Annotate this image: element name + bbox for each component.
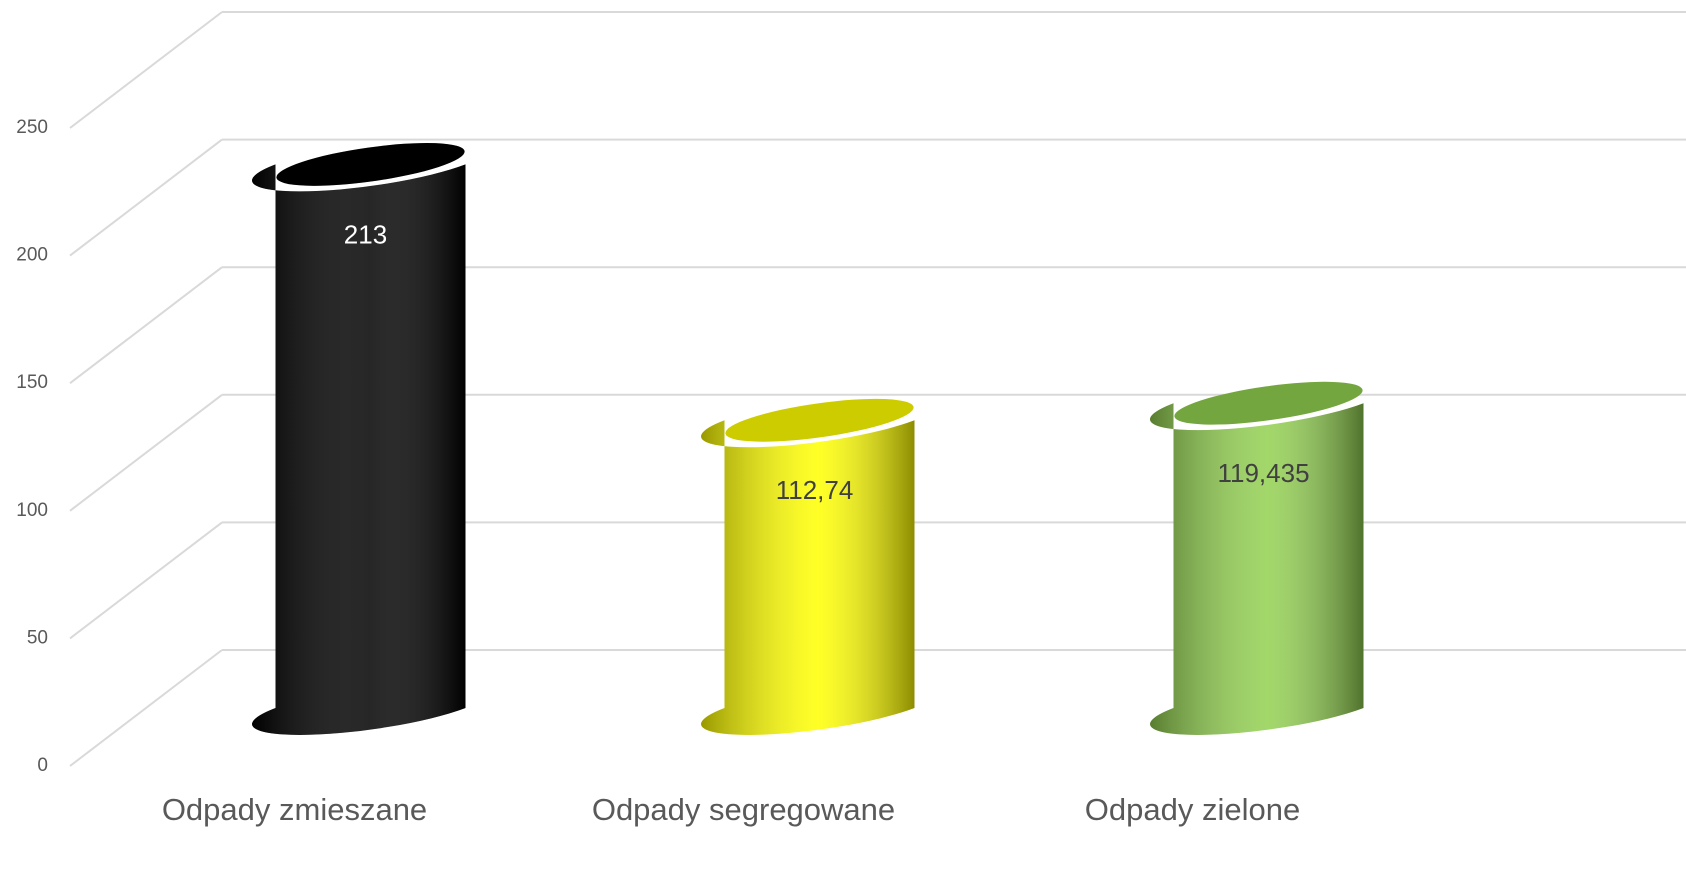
grid-line bbox=[69, 521, 223, 640]
cylinder-shading bbox=[252, 164, 466, 735]
value-label: 119,435 bbox=[1217, 458, 1309, 488]
grid-line bbox=[69, 11, 223, 129]
value-label: 112,74 bbox=[776, 475, 854, 505]
value-label: 213 bbox=[344, 219, 387, 249]
grid-line bbox=[69, 266, 223, 384]
y-tick-label: 250 bbox=[16, 117, 48, 138]
grid-line bbox=[69, 649, 223, 767]
cylinder-shading bbox=[701, 420, 915, 735]
y-tick-label: 200 bbox=[16, 245, 48, 266]
cylinder-shading bbox=[1150, 403, 1364, 735]
x-tick-label: Odpady zielone bbox=[1085, 792, 1300, 827]
y-tick-label: 100 bbox=[16, 500, 48, 521]
x-tick-label: Odpady segregowane bbox=[592, 792, 895, 827]
y-tick-label: 50 bbox=[27, 627, 48, 648]
cylinder-top-shade bbox=[276, 143, 465, 186]
cylinder-top-shade bbox=[1174, 381, 1363, 425]
grid-line bbox=[69, 394, 223, 512]
cylinder-top bbox=[276, 143, 465, 186]
cylinder-top bbox=[1174, 381, 1363, 425]
cylinder-top bbox=[725, 398, 914, 442]
y-tick-label: 0 bbox=[37, 755, 48, 776]
cylinder-top-shade bbox=[725, 398, 914, 442]
y-tick-label: 150 bbox=[16, 372, 48, 393]
x-tick-label: Odpady zmieszane bbox=[162, 792, 427, 827]
grid-line bbox=[69, 138, 223, 257]
